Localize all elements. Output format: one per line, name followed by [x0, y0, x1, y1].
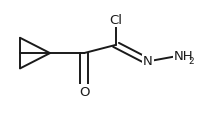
Text: N: N	[143, 55, 153, 68]
Text: O: O	[79, 86, 89, 99]
Text: NH: NH	[174, 50, 194, 63]
Text: Cl: Cl	[110, 14, 122, 27]
Text: 2: 2	[188, 57, 194, 66]
